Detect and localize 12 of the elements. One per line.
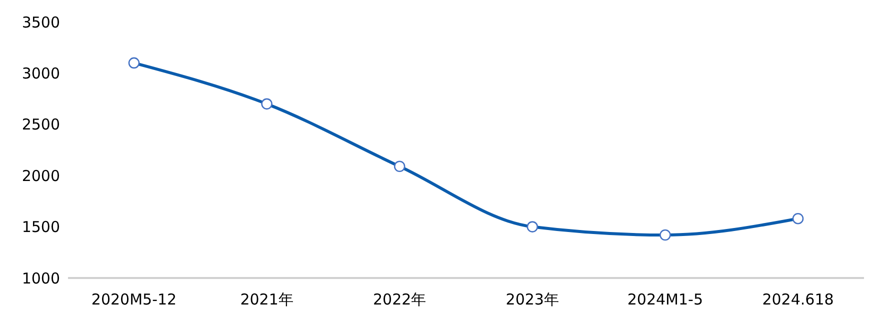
y-tick-label: 3500 <box>22 13 60 32</box>
y-tick-label: 1000 <box>22 269 60 288</box>
y-tick-label: 2500 <box>22 116 60 134</box>
y-tick-label: 1500 <box>22 218 60 236</box>
x-tick-label: 2020M5-12 <box>91 290 177 309</box>
y-tick-label: 3000 <box>22 64 60 83</box>
x-tick-label: 2021年 <box>240 290 294 309</box>
x-tick-label: 2024M1-5 <box>627 290 704 309</box>
x-tick-label: 2024.618 <box>762 290 834 309</box>
x-tick-label: 2022年 <box>373 290 426 309</box>
x-tick-label: 2023年 <box>506 290 559 309</box>
y-tick-label: 2000 <box>22 166 60 185</box>
